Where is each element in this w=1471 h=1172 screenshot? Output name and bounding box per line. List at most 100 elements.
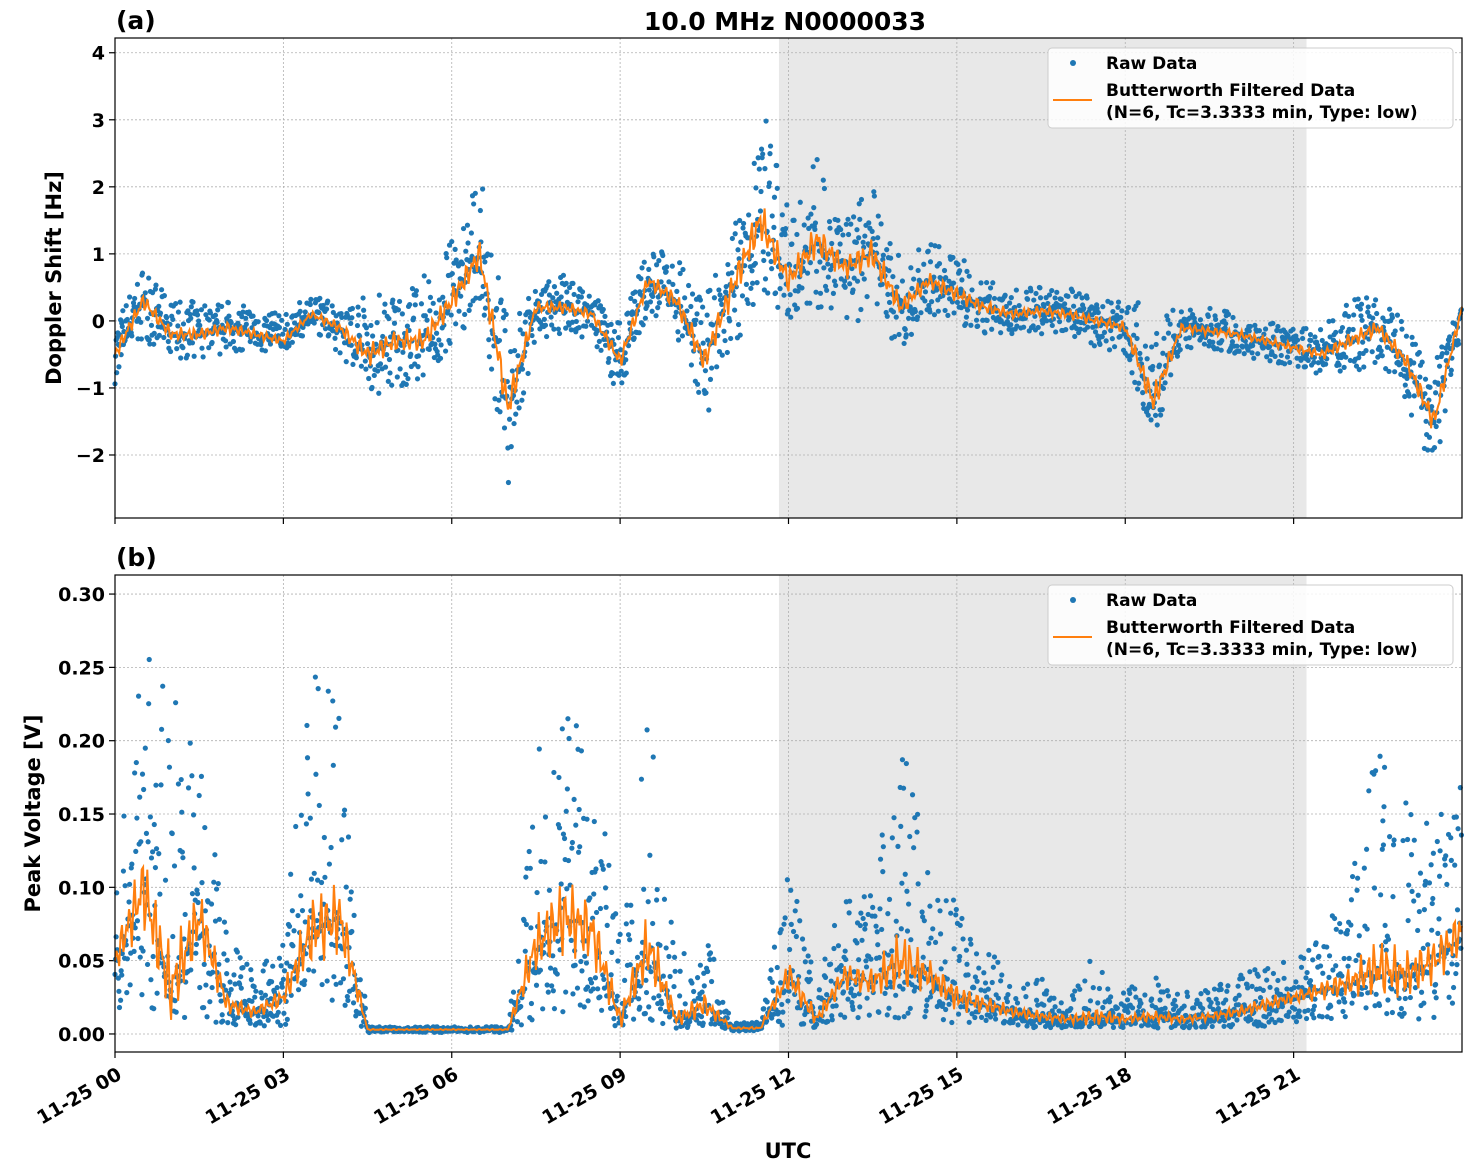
raw-data-point (728, 335, 734, 342)
raw-data-point (181, 936, 187, 942)
raw-data-point (211, 879, 217, 885)
raw-data-point (281, 1010, 287, 1016)
raw-data-point (1454, 907, 1461, 913)
raw-data-point (362, 1005, 368, 1011)
raw-data-point (1421, 1000, 1427, 1006)
raw-data-point (629, 919, 635, 925)
raw-data-point (468, 230, 474, 236)
y-tick-label: 4 (92, 43, 105, 65)
raw-data-point (1430, 850, 1436, 856)
raw-data-point (513, 411, 519, 417)
raw-data-point (230, 338, 237, 345)
raw-data-point (460, 225, 467, 232)
raw-data-point (458, 293, 464, 299)
raw-data-point (868, 956, 874, 962)
raw-data-point (922, 1014, 928, 1020)
raw-data-point (120, 868, 127, 874)
raw-data-point (550, 953, 556, 959)
raw-data-point (569, 319, 576, 325)
raw-data-point (1343, 302, 1349, 308)
raw-data-point (180, 855, 186, 861)
raw-data-point (1418, 989, 1425, 995)
raw-data-point (1409, 888, 1415, 895)
raw-data-point (1170, 307, 1176, 313)
raw-data-point (1326, 974, 1332, 980)
raw-data-point (509, 368, 515, 374)
raw-data-point (644, 303, 650, 309)
raw-data-point (842, 948, 848, 954)
raw-data-point (213, 1019, 219, 1025)
raw-data-point (351, 912, 357, 918)
raw-data-point (1437, 848, 1443, 854)
raw-data-point (288, 871, 294, 877)
raw-data-point (820, 177, 826, 183)
raw-data-point (395, 307, 402, 313)
raw-data-point (1140, 401, 1146, 407)
raw-data-point (134, 815, 140, 821)
raw-data-point (170, 933, 176, 940)
raw-data-point (642, 315, 648, 321)
raw-data-point (453, 321, 459, 327)
raw-data-point (1408, 852, 1415, 858)
raw-data-point (565, 857, 572, 864)
raw-data-point (1415, 927, 1421, 934)
raw-data-point (506, 416, 513, 422)
raw-data-point (942, 959, 948, 965)
raw-data-point (1223, 997, 1229, 1003)
raw-data-point (227, 979, 233, 985)
raw-data-point (608, 972, 614, 978)
raw-data-point (1274, 327, 1280, 334)
raw-data-point (1338, 929, 1344, 935)
raw-data-point (275, 1009, 281, 1015)
raw-data-point (153, 282, 159, 288)
raw-data-point (949, 1019, 955, 1026)
raw-data-point (248, 967, 254, 973)
raw-data-point (746, 212, 752, 218)
raw-data-point (966, 273, 972, 279)
raw-data-point (1362, 324, 1369, 330)
raw-data-point (960, 936, 966, 942)
raw-data-point (810, 164, 816, 170)
raw-data-point (984, 279, 990, 286)
raw-data-point (990, 280, 996, 286)
raw-data-point (1233, 323, 1239, 329)
raw-data-point (656, 300, 663, 306)
raw-data-point (660, 1020, 666, 1027)
raw-data-point (1345, 963, 1351, 969)
raw-data-point (113, 934, 119, 940)
y-tick-label: 0.05 (58, 951, 105, 973)
raw-data-point (940, 1001, 946, 1007)
raw-data-point (330, 328, 336, 334)
x-tick-label: 11-25 21 (1212, 1063, 1304, 1129)
raw-data-point (863, 964, 870, 970)
raw-data-point (646, 1004, 652, 1010)
raw-data-point (854, 278, 861, 284)
raw-data-point (1310, 957, 1316, 963)
raw-data-point (1039, 976, 1045, 982)
raw-data-point (616, 320, 623, 326)
raw-data-point (1235, 983, 1241, 989)
raw-data-point (792, 908, 798, 914)
raw-data-point (268, 979, 275, 985)
raw-data-point (523, 874, 529, 880)
raw-data-point (932, 939, 939, 946)
raw-data-point (1021, 985, 1027, 991)
raw-data-point (1431, 989, 1438, 995)
raw-data-point (370, 333, 376, 339)
raw-data-point (503, 311, 509, 317)
raw-data-point (129, 861, 135, 867)
raw-data-point (1144, 356, 1150, 362)
raw-data-point (801, 1021, 807, 1027)
raw-data-point (258, 990, 264, 996)
raw-data-point (700, 304, 706, 310)
raw-data-point (1352, 860, 1358, 866)
raw-data-point (294, 331, 300, 337)
raw-data-point (884, 1012, 890, 1018)
raw-data-point (1229, 1021, 1236, 1028)
raw-data-point (1205, 990, 1211, 996)
raw-data-point (957, 922, 963, 928)
raw-data-point (568, 327, 574, 333)
raw-data-point (797, 918, 803, 924)
raw-data-point (672, 314, 678, 320)
raw-data-point (999, 972, 1005, 978)
